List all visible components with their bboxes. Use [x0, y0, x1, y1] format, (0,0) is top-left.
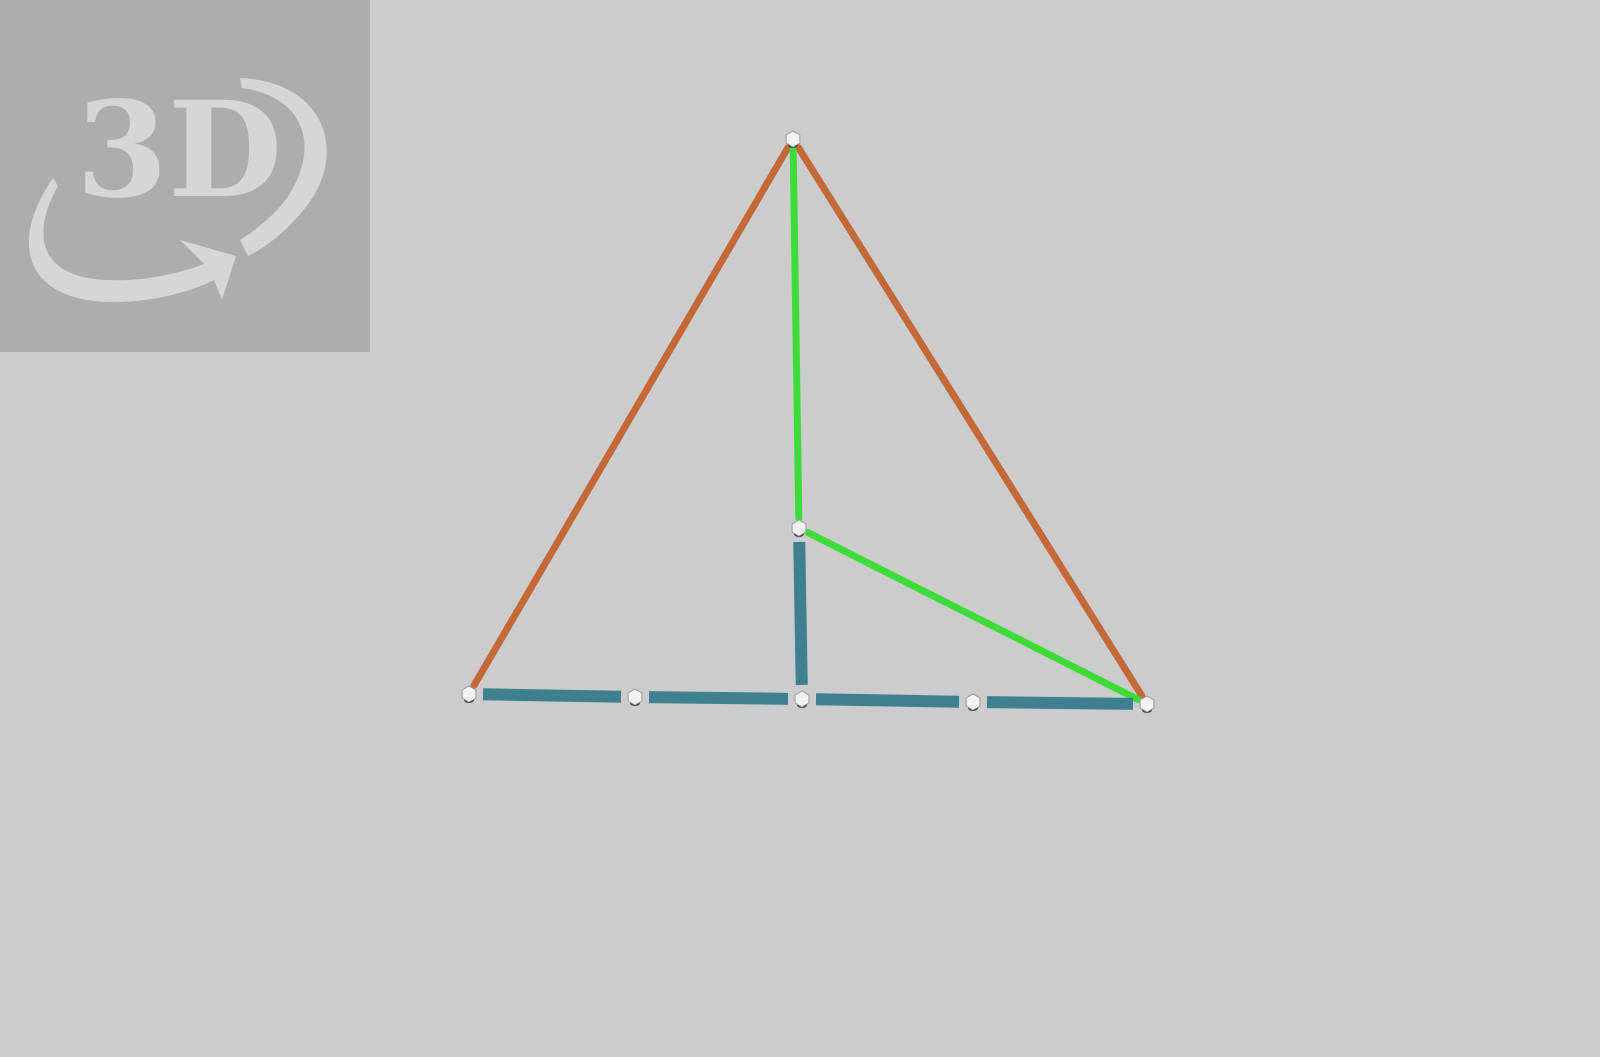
- vertex-base-q1[interactable]: [627, 688, 643, 706]
- height-segment[interactable]: [789, 145, 803, 522]
- base-segment-4[interactable]: [986, 696, 1134, 710]
- base-segment-2[interactable]: [648, 691, 789, 705]
- vertex-apex[interactable]: [785, 130, 801, 148]
- rotate-3d-icon: 3D: [28, 73, 327, 303]
- base-segment-1[interactable]: [482, 688, 622, 703]
- apothem-segment[interactable]: [804, 529, 1142, 703]
- 3d-rotate-badge[interactable]: 3D: [0, 0, 370, 352]
- vertex-base-q3[interactable]: [965, 693, 981, 711]
- rotate-arrow-tail: [240, 78, 327, 256]
- badge-3d-label: 3D: [76, 73, 282, 228]
- slant-edge-right[interactable]: [794, 143, 1146, 700]
- vertex-base-right[interactable]: [1139, 695, 1155, 713]
- base-segment-3[interactable]: [815, 693, 960, 708]
- median-segment[interactable]: [793, 541, 808, 686]
- vertices-layer: [461, 130, 1155, 713]
- edges-layer: [470, 143, 1146, 710]
- vertex-center[interactable]: [791, 519, 807, 537]
- vertex-base-left[interactable]: [461, 685, 477, 703]
- slant-edge-left[interactable]: [470, 144, 792, 689]
- vertex-base-mid[interactable]: [794, 690, 810, 708]
- rotate-arrow-swoosh: [28, 178, 236, 303]
